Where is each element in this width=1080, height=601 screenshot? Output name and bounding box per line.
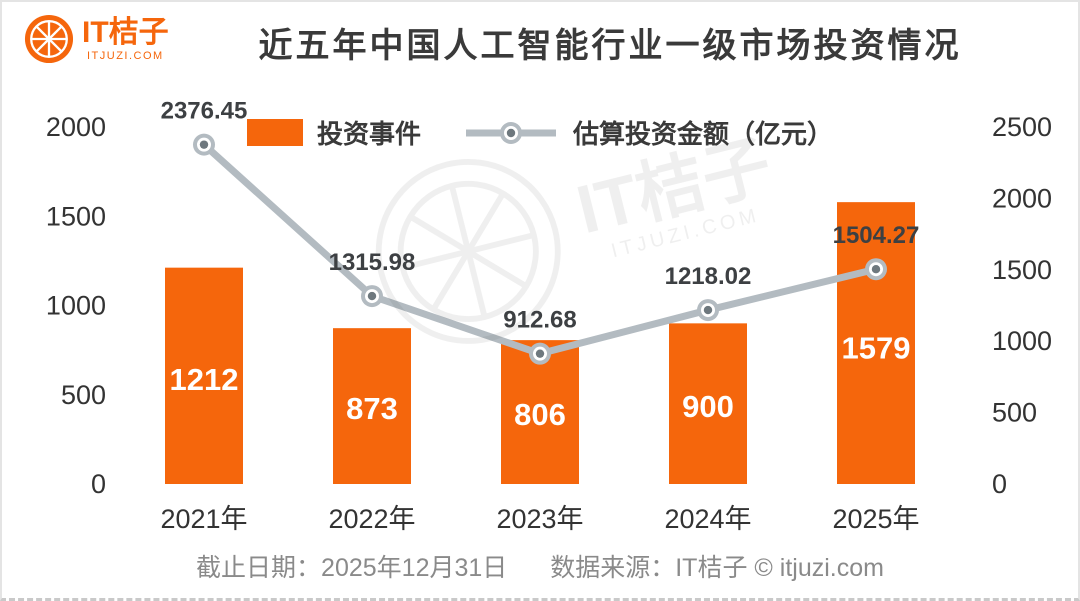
line-marker-dot bbox=[871, 264, 881, 274]
line-marker-dot bbox=[367, 291, 377, 301]
bar-2024年[interactable] bbox=[669, 323, 747, 484]
legend-item-line-series[interactable]: 估算投资金额（亿元） bbox=[463, 114, 833, 151]
right-axis-tick-1000: 1000 bbox=[992, 326, 1052, 356]
legend-label-bar: 投资事件 bbox=[316, 119, 421, 149]
line-value-label: 912.68 bbox=[503, 307, 576, 334]
line-value-label: 1315.98 bbox=[329, 249, 416, 276]
right-axis-tick-500: 500 bbox=[992, 398, 1037, 428]
right-axis-tick-1500: 1500 bbox=[992, 255, 1052, 285]
legend-label-line: 估算投资金额（亿元） bbox=[573, 119, 834, 149]
itjuzi-logo[interactable]: IT桔子 ITJUZI.COM bbox=[24, 14, 169, 64]
left-axis-tick-1000: 1000 bbox=[46, 291, 106, 321]
x-axis-label-2021年: 2021年 bbox=[160, 504, 247, 534]
left-axis-tick-2000: 2000 bbox=[46, 112, 106, 142]
right-axis-tick-2000: 2000 bbox=[992, 183, 1052, 213]
itjuzi-logo-icon bbox=[24, 14, 74, 64]
line-marker-dot bbox=[199, 140, 209, 149]
bar-value-label: 1579 bbox=[842, 331, 911, 366]
line-legend-marker-icon bbox=[463, 119, 559, 147]
chart-footer: 截止日期：2025年12月31日 数据来源：IT桔子 © itjuzi.com bbox=[2, 548, 1078, 584]
line-value-label: 1504.27 bbox=[833, 222, 920, 249]
bar-value-label: 900 bbox=[682, 389, 734, 424]
logo-text: IT桔子 bbox=[82, 15, 169, 49]
bar-2022年[interactable] bbox=[333, 328, 411, 484]
line-marker-dot bbox=[535, 349, 545, 358]
left-axis-tick-1500: 1500 bbox=[46, 201, 106, 231]
x-axis-label-2024年: 2024年 bbox=[664, 504, 751, 534]
chart-legend: 投资事件 估算投资金额（亿元） bbox=[120, 114, 960, 151]
right-axis-tick-2500: 2500 bbox=[992, 112, 1052, 142]
line-marker-dot bbox=[703, 305, 713, 315]
bar-value-label: 806 bbox=[514, 397, 566, 432]
bar-2025年[interactable] bbox=[837, 202, 915, 484]
right-axis-tick-0: 0 bbox=[992, 469, 1007, 499]
x-axis-label-2023年: 2023年 bbox=[496, 504, 583, 534]
bar-value-label: 1212 bbox=[170, 362, 239, 397]
legend-item-bar-series[interactable]: 投资事件 bbox=[246, 114, 421, 151]
bar-value-label: 873 bbox=[346, 391, 398, 426]
x-axis-label-2025年: 2025年 bbox=[832, 504, 919, 534]
left-axis-tick-0: 0 bbox=[91, 469, 106, 499]
page-title: 近五年中国人工智能行业一级市场投资情况 bbox=[258, 27, 962, 65]
bar-legend-swatch-icon bbox=[246, 119, 303, 146]
logo-subtext: ITJUZI.COM bbox=[86, 50, 164, 63]
x-axis-label-2022年: 2022年 bbox=[328, 504, 415, 534]
data-source: 数据来源：IT桔子 © itjuzi.com bbox=[550, 554, 884, 582]
line-value-label: 2376.45 bbox=[161, 98, 248, 125]
left-axis-tick-500: 500 bbox=[61, 380, 106, 410]
line-value-label: 1218.02 bbox=[665, 263, 752, 290]
bar-2021年[interactable] bbox=[165, 267, 243, 484]
cutoff-date: 截止日期：2025年12月31日 bbox=[196, 554, 508, 582]
